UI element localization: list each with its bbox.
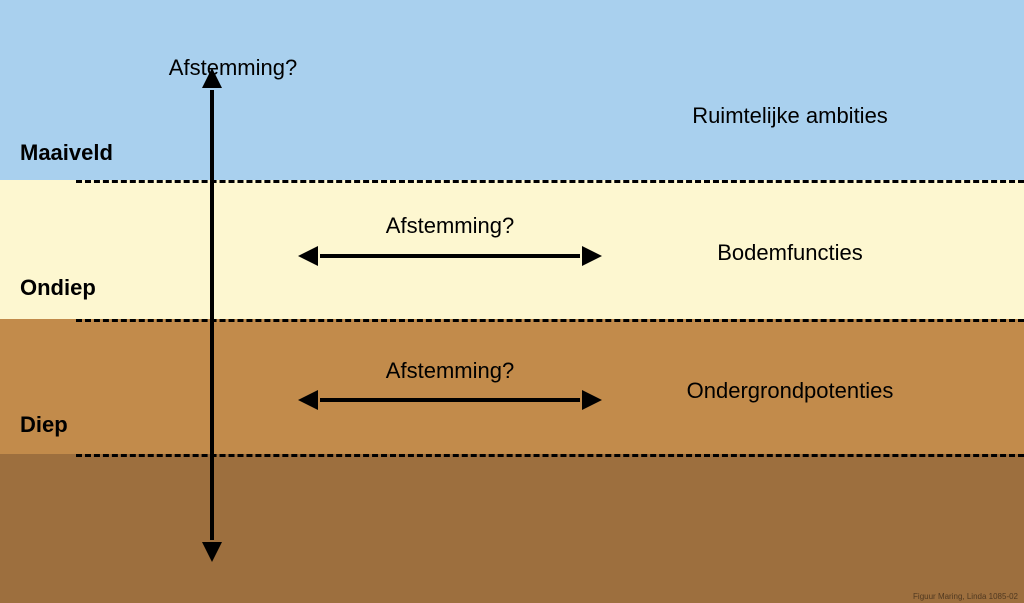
label-maaiveld: Maaiveld bbox=[20, 140, 113, 166]
layer-deep bbox=[0, 454, 1024, 603]
soil-layers-diagram: Maaiveld Ondiep Diep Ruimtelijke ambitie… bbox=[0, 0, 1024, 603]
label-bodemfuncties: Bodemfuncties bbox=[717, 240, 863, 266]
arrow-vertical-afstemming bbox=[210, 90, 214, 540]
question-mid: Afstemming? bbox=[386, 358, 514, 384]
label-ruimtelijke-ambities: Ruimtelijke ambities bbox=[692, 103, 888, 129]
divider-ondiep bbox=[76, 319, 1024, 322]
arrow-horizontal-mid bbox=[320, 398, 580, 402]
question-shallow: Afstemming? bbox=[386, 213, 514, 239]
figure-credit: Figuur Maring, Linda 1085-02 bbox=[913, 592, 1018, 601]
layer-shallow bbox=[0, 180, 1024, 319]
layer-sky bbox=[0, 0, 1024, 180]
label-ondiep: Ondiep bbox=[20, 275, 96, 301]
question-vertical: Afstemming? bbox=[169, 55, 297, 81]
divider-diep bbox=[76, 454, 1024, 457]
label-ondergrondpotenties: Ondergrondpotenties bbox=[687, 378, 894, 404]
arrow-horizontal-shallow bbox=[320, 254, 580, 258]
divider-maaiveld bbox=[76, 180, 1024, 183]
label-diep: Diep bbox=[20, 412, 68, 438]
